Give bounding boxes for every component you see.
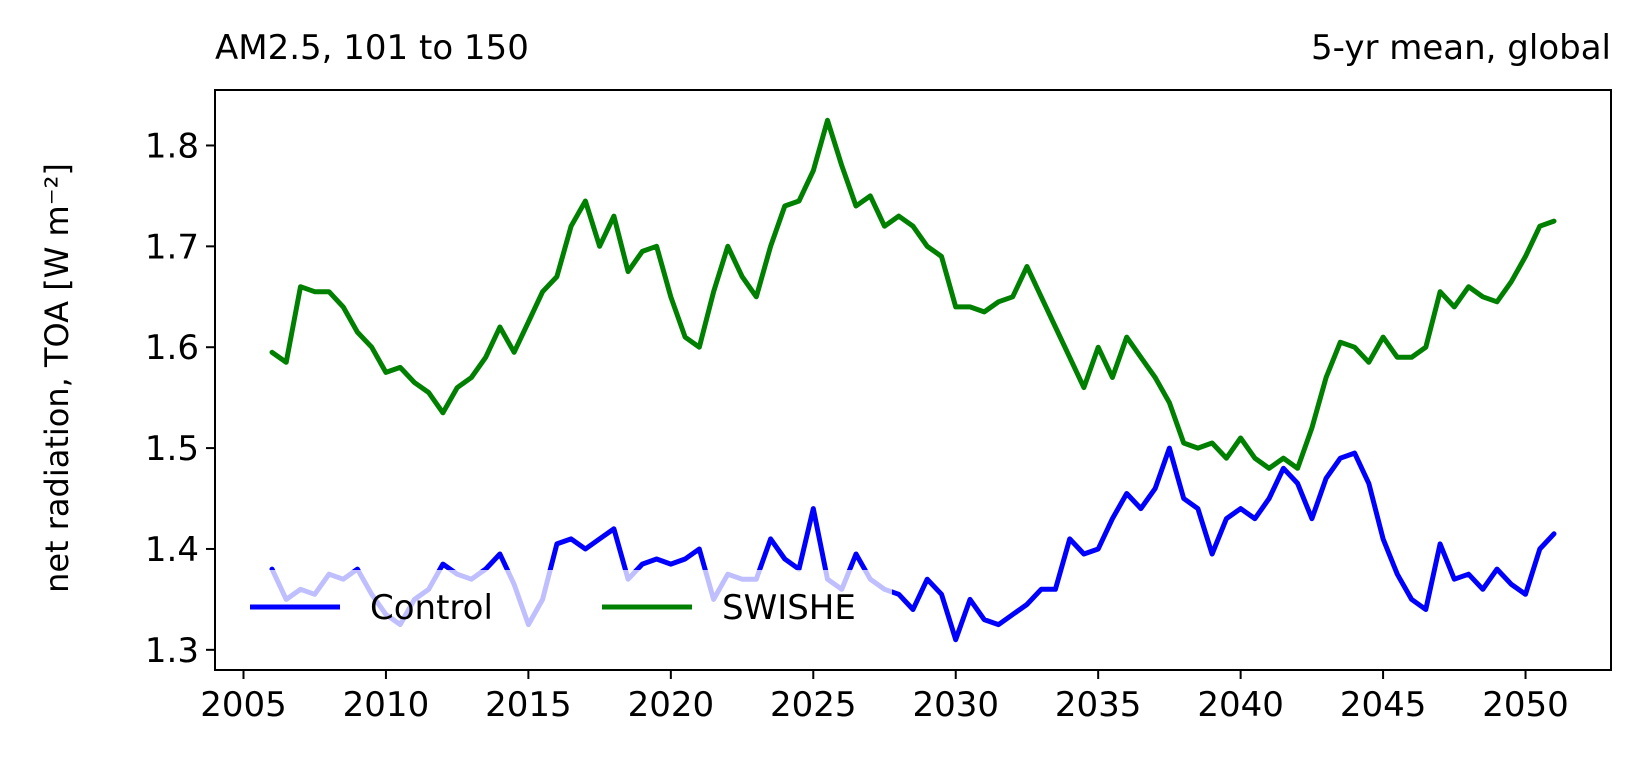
chart-subtitle: 5-yr mean, global <box>1311 28 1611 68</box>
y-axis-label: net radiation, TOA [W m⁻²] <box>38 163 76 593</box>
x-tick-label: 2035 <box>1055 685 1142 725</box>
series-line-control <box>269 445 1557 643</box>
x-tick-label: 2045 <box>1340 685 1427 725</box>
y-tick-label: 1.8 <box>145 126 199 166</box>
legend-label-swishe: SWISHE <box>722 588 856 628</box>
legend: Control SWISHE <box>232 570 892 642</box>
y-tick-label: 1.4 <box>145 530 199 570</box>
series-lines <box>269 117 1557 643</box>
x-tick-label: 2010 <box>343 685 430 725</box>
x-tick-label: 2005 <box>200 685 287 725</box>
x-tick-label: 2015 <box>485 685 572 725</box>
series-line-swishe <box>269 117 1557 471</box>
x-tick-label: 2040 <box>1197 685 1284 725</box>
y-tick-label: 1.6 <box>145 328 199 368</box>
x-tick-label: 2030 <box>912 685 999 725</box>
x-tick-label: 2020 <box>628 685 715 725</box>
y-tick-label: 1.5 <box>145 429 199 469</box>
x-tick-label: 2025 <box>770 685 857 725</box>
axes: 2005 2010 2015 2020 2025 2030 2035 2040 2045 2050… <box>145 89 1612 725</box>
plot-frame <box>214 89 1612 671</box>
x-tick-label: 2050 <box>1482 685 1569 725</box>
legend-background <box>232 570 892 642</box>
y-tick-label: 1.7 <box>145 227 199 267</box>
y-tick-label: 1.3 <box>145 631 199 671</box>
legend-label-control: Control <box>370 588 493 628</box>
chart-title: AM2.5, 101 to 150 <box>215 28 529 68</box>
